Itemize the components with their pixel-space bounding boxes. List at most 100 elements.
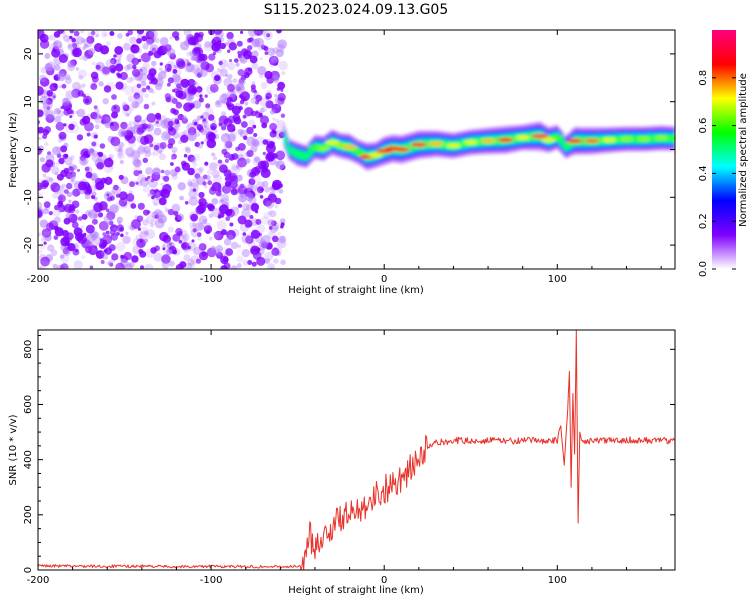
heatmap-noise-cell: [151, 47, 156, 52]
heatmap-noise-cell: [84, 166, 90, 172]
heatmap-noise-cell: [63, 108, 71, 116]
heatmap-noise-cell: [179, 195, 185, 201]
heatmap-noise-cell: [45, 114, 55, 123]
heatmap-noise-cell: [229, 180, 238, 189]
heatmap-noise-cell: [138, 248, 144, 255]
heatmap-noise-cell: [105, 230, 110, 235]
heatmap-noise-cell: [238, 78, 245, 84]
heatmap-noise-cell: [103, 85, 112, 93]
heatmap-noise-cell: [141, 52, 151, 63]
heatmap-noise-cell: [43, 241, 47, 245]
heatmap-noise-cell: [227, 74, 233, 79]
heatmap-noise-cell: [54, 216, 61, 224]
heatmap-noise-cell: [166, 67, 172, 73]
heatmap-noise-cell: [269, 122, 277, 131]
heatmap-noise-cell: [87, 48, 96, 56]
heatmap-noise-cell: [211, 170, 220, 178]
heatmap-noise-cell: [220, 133, 231, 143]
heatmap-noise-cell: [45, 159, 54, 168]
heatmap-noise-cell: [246, 183, 254, 191]
heatmap-noise-cell: [244, 101, 249, 106]
heatmap-noise-cell: [52, 263, 58, 269]
heatmap-noise-cell: [149, 143, 154, 148]
heatmap-noise-cell: [42, 173, 47, 177]
heatmap-noise-cell: [144, 30, 153, 39]
heatmap-noise-cell: [266, 151, 275, 161]
heatmap-noise-cell: [139, 239, 143, 243]
heatmap-noise-cell: [269, 223, 279, 233]
heatmap-noise-cell: [133, 180, 139, 185]
heatmap-noise-cell: [229, 101, 233, 105]
heatmap-noise-cell: [180, 134, 189, 143]
snr-series-line: [38, 330, 675, 570]
heatmap-peak-cell: [654, 135, 669, 141]
heatmap-noise-cell: [251, 261, 257, 267]
heatmap-noise-cell: [56, 173, 64, 181]
heatmap-noise-cell: [154, 245, 161, 252]
heatmap-noise-cell: [227, 139, 232, 144]
heatmap-noise-cell: [98, 221, 109, 231]
heatmap-noise-cell: [168, 138, 176, 146]
heatmap-ytick-label: 10: [23, 95, 34, 108]
heatmap-noise-cell: [190, 213, 199, 222]
heatmap-noise-cell: [102, 253, 109, 260]
heatmap-noise-cell: [42, 129, 49, 136]
heatmap-noise-cell: [101, 66, 111, 76]
heatmap-noise-cell: [143, 209, 150, 216]
heatmap-noise-cell: [108, 220, 114, 226]
heatmap-noise-cell: [39, 33, 49, 43]
heatmap-noise-cell: [98, 81, 104, 87]
heatmap-noise-cell: [187, 98, 194, 106]
heatmap-noise-cell: [44, 63, 53, 71]
heatmap-noise-cell: [275, 160, 285, 170]
heatmap-noise-cell: [211, 42, 221, 52]
heatmap-noise-cell: [149, 44, 159, 53]
heatmap-noise-cell: [44, 63, 53, 72]
heatmap-noise-cell: [143, 134, 154, 144]
heatmap-noise-cell: [228, 42, 237, 51]
heatmap-noise-cell: [116, 147, 125, 155]
heatmap-noise-cell: [77, 168, 80, 172]
heatmap-noise-cell: [68, 199, 72, 203]
heatmap-noise-cell: [249, 169, 252, 173]
heatmap-noise-cell: [196, 232, 202, 238]
heatmap-noise-cell: [218, 60, 223, 66]
heatmap-noise-cell: [192, 161, 198, 167]
heatmap-noise-cell: [45, 110, 54, 119]
heatmap-noise-cell: [140, 226, 149, 235]
colorbar-bar: [712, 30, 736, 269]
heatmap-noise-cell: [41, 228, 52, 238]
heatmap-noise-cell: [235, 206, 240, 211]
heatmap-noise-cell: [267, 219, 275, 227]
heatmap-noise-cell: [231, 163, 239, 171]
heatmap-noise-cell: [247, 239, 256, 247]
heatmap-noise-cell: [91, 218, 98, 225]
colorbar: 0.0 0.2 0.4 0.6 0.8 Normalized spectral ampl…: [698, 30, 749, 277]
heatmap-noise-cell: [178, 240, 183, 244]
heatmap-noise-cell: [267, 47, 276, 56]
heatmap-noise-cell: [136, 238, 146, 248]
heatmap-noise-cell: [281, 71, 286, 76]
heatmap-noise-cell: [242, 232, 247, 236]
heatmap-noise-cell: [277, 81, 286, 90]
heatmap-ytick-label: 0: [23, 146, 34, 152]
heatmap-noise-cell: [103, 32, 107, 37]
heatmap-noise-cell: [126, 63, 133, 70]
heatmap-noise-cell: [224, 158, 229, 163]
heatmap-ytick-label: 20: [23, 48, 34, 61]
heatmap-noise-cell: [212, 232, 217, 237]
heatmap-noise-cell: [64, 153, 69, 159]
heatmap-noise-cell: [244, 192, 254, 202]
heatmap-noise-cell: [148, 68, 157, 77]
heatmap-noise-cell: [242, 203, 250, 211]
heatmap-noise-cell: [68, 123, 75, 130]
heatmap-xtick-label: -200: [27, 274, 50, 285]
heatmap-noise-cell: [38, 249, 43, 255]
heatmap-noise-cell: [196, 124, 203, 131]
heatmap-noise-cell: [143, 230, 149, 235]
heatmap-noise-cell: [211, 198, 219, 205]
heatmap-noise-cell: [132, 158, 141, 167]
heatmap-noise-cell: [175, 102, 183, 109]
heatmap-noise-cell: [213, 153, 217, 157]
heatmap-noise-cell: [204, 184, 208, 189]
